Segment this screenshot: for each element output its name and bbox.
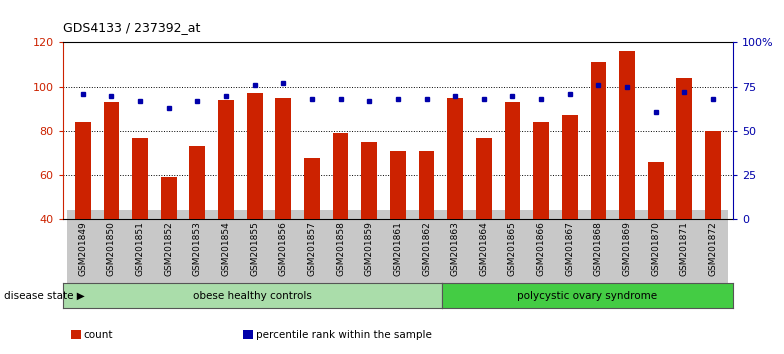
Bar [619, 51, 635, 219]
Bar [476, 138, 492, 219]
Bar [533, 122, 549, 219]
Bar [448, 98, 463, 219]
Bar [304, 158, 320, 219]
Bar [590, 62, 606, 219]
Bar [361, 142, 377, 219]
Bar [161, 177, 176, 219]
Bar [103, 102, 119, 219]
Bar [390, 151, 406, 219]
Bar [190, 147, 205, 219]
Bar [705, 131, 720, 219]
Text: obese healthy controls: obese healthy controls [193, 291, 311, 301]
Bar [505, 102, 521, 219]
Text: polycystic ovary syndrome: polycystic ovary syndrome [517, 291, 657, 301]
Bar [419, 151, 434, 219]
Bar [75, 122, 91, 219]
Text: count: count [83, 330, 113, 339]
Bar [562, 115, 578, 219]
Bar [275, 98, 291, 219]
Bar [332, 133, 348, 219]
Text: disease state ▶: disease state ▶ [4, 291, 85, 301]
Bar [132, 138, 148, 219]
Bar [247, 93, 263, 219]
Bar [677, 78, 692, 219]
Text: GDS4133 / 237392_at: GDS4133 / 237392_at [63, 21, 200, 34]
Text: percentile rank within the sample: percentile rank within the sample [256, 330, 431, 339]
Bar [648, 162, 663, 219]
Bar [218, 100, 234, 219]
